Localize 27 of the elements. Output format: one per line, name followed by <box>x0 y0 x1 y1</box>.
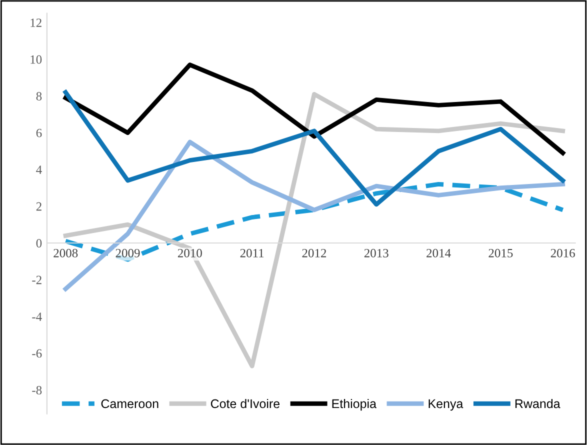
y-tick-label: -6 <box>32 349 42 358</box>
y-tick-label: -2 <box>32 276 42 284</box>
line-series <box>63 62 566 156</box>
y-tick-label: 4 <box>36 166 42 174</box>
y-tick-label: 10 <box>30 55 42 64</box>
y-tick-label: -8 <box>32 386 42 394</box>
y-tick-label: 6 <box>36 128 42 138</box>
x-tick-label: 2011 <box>240 248 264 258</box>
x-tick-label: 2010 <box>178 248 202 258</box>
x-tick-label: 2014 <box>426 248 451 258</box>
legend-label: Cameroon <box>101 399 158 408</box>
legend-label: Rwanda <box>515 398 560 408</box>
y-tick-label: 12 <box>30 18 42 27</box>
x-tick-label: 2016 <box>550 248 575 258</box>
y-tick-label: -4 <box>32 312 42 321</box>
y-tick-label: 8 <box>36 92 42 100</box>
x-tick-label: 2008 <box>54 248 78 258</box>
legend-label: Cote d'Ivoire <box>210 398 280 408</box>
x-tick-label: 2013 <box>364 248 388 258</box>
legend-label: Ethiopia <box>332 398 376 411</box>
y-tick-label: 0 <box>36 239 42 248</box>
x-tick-label: 2012 <box>302 248 326 258</box>
legend-label: Kenya <box>428 399 464 411</box>
x-tick-label: 2015 <box>488 248 513 258</box>
x-tick-label: 2009 <box>116 248 140 258</box>
line-series <box>63 90 566 207</box>
y-tick-label: 2 <box>36 202 42 211</box>
